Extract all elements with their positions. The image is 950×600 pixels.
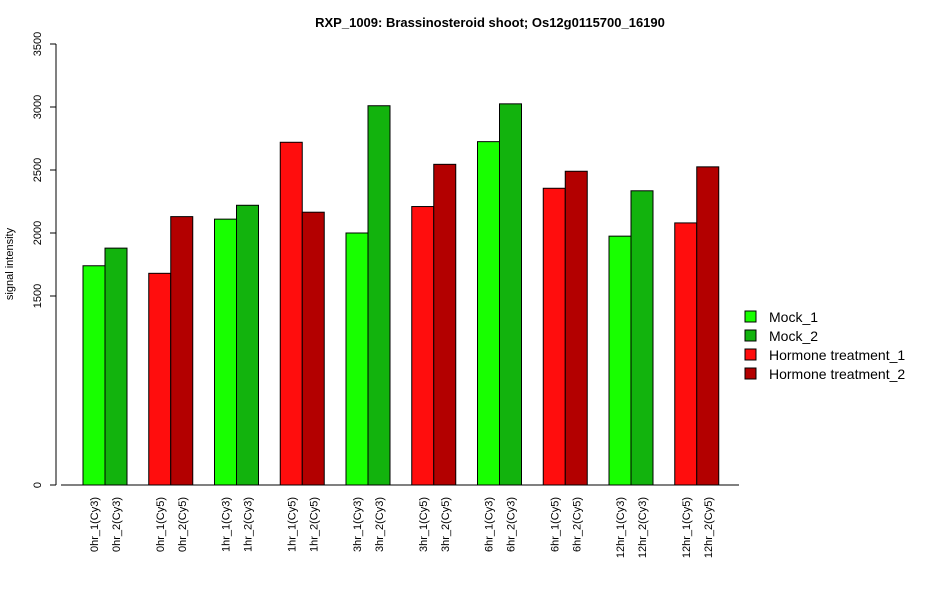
x-tick-label: 6hr_2(Cy5) (571, 497, 583, 552)
legend-swatch (744, 367, 757, 380)
x-tick-label: 3hr_1(Cy3) (352, 497, 364, 552)
x-tick-label: 3hr_2(Cy5) (440, 497, 452, 552)
chart-title: RXP_1009: Brassinosteroid shoot; Os12g01… (315, 15, 665, 30)
bar (104, 247, 128, 486)
legend-swatch (744, 310, 757, 323)
bar (82, 265, 106, 486)
bars (82, 103, 720, 486)
bar (477, 141, 500, 486)
bar (630, 190, 654, 486)
y-tick-label: 3000 (32, 95, 44, 119)
x-tick-label: 12hr_2(Cy3) (637, 497, 649, 558)
x-tick-label: 6hr_2(Cy3) (506, 497, 518, 552)
bar (433, 163, 457, 486)
x-tick-labels: 0hr_1(Cy3) 0hr_2(Cy3) 0hr_1(Cy5) 0hr_2(Cy5)… (89, 497, 715, 558)
bar (499, 103, 522, 486)
bar (148, 272, 172, 486)
bar (367, 105, 391, 486)
x-tick-label: 1hr_2(Cy3) (243, 497, 255, 552)
x-tick-label: 1hr_2(Cy5) (308, 497, 320, 552)
bar (236, 204, 259, 486)
x-tick-label: 12hr_1(Cy3) (615, 497, 627, 558)
x-tick-label: 0hr_1(Cy3) (89, 497, 101, 552)
legend-label: Hormone treatment_2 (769, 366, 905, 382)
x-tick-label: 0hr_1(Cy5) (155, 497, 167, 552)
x-tick-label: 12hr_1(Cy5) (681, 497, 693, 558)
y-tick-label: 2000 (32, 221, 44, 245)
legend-label: Mock_2 (769, 328, 818, 344)
bar (214, 218, 237, 486)
bar (301, 211, 325, 486)
x-tick-label: 12hr_2(Cy5) (703, 497, 715, 558)
x-tick-label: 6hr_1(Cy5) (549, 497, 561, 552)
bar (411, 206, 435, 486)
x-tick-label: 0hr_2(Cy3) (111, 497, 123, 552)
legend: Mock_1 Mock_2 Hormone treatment_1 Hormone t… (744, 309, 905, 382)
y-tick-label: 3500 (32, 32, 44, 56)
legend-swatch (744, 329, 757, 342)
bar (608, 235, 632, 486)
y-axis-label: signal intensity (4, 227, 16, 300)
legend-label: Hormone treatment_1 (769, 347, 905, 363)
bar (674, 222, 698, 486)
x-tick-label: 1hr_1(Cy3) (221, 497, 233, 552)
x-tick-label: 6hr_1(Cy3) (484, 497, 496, 552)
legend-label: Mock_1 (769, 309, 818, 325)
bar (696, 166, 720, 486)
y-axis: 0 1500 2000 2500 3000 3500 (32, 32, 57, 488)
x-tick-label: 1hr_1(Cy5) (286, 497, 298, 552)
bar (170, 216, 194, 486)
bar (542, 187, 566, 486)
x-tick-label: 0hr_2(Cy5) (177, 497, 189, 552)
legend-swatch (744, 348, 757, 361)
bar (345, 232, 369, 486)
y-tick-label: 0 (32, 482, 44, 488)
bar (564, 170, 588, 486)
y-tick-label: 1500 (32, 284, 44, 308)
x-tick-label: 3hr_2(Cy3) (374, 497, 386, 552)
y-tick-label: 2500 (32, 158, 44, 182)
x-tick-label: 3hr_1(Cy5) (418, 497, 430, 552)
bar (279, 141, 303, 486)
